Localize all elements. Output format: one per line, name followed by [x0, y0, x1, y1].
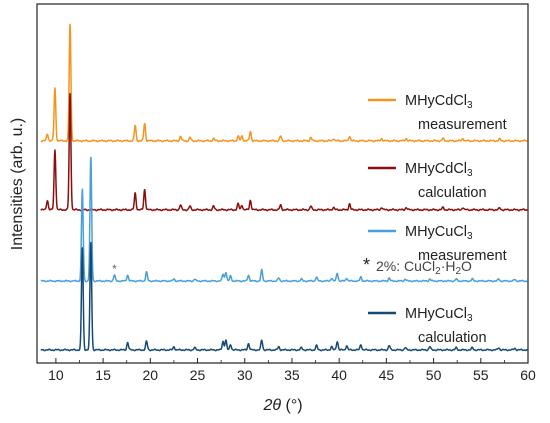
- x-tick-label: 55: [473, 367, 489, 383]
- plot-area: 10 15 20 25 30 35 40 45 50 55 60: [36, 3, 536, 383]
- series-line: [40, 241, 528, 352]
- legend-description: calculation: [418, 185, 487, 201]
- x-tick-label: 45: [379, 367, 395, 383]
- legend-compound: MHyCuCl3: [405, 306, 473, 324]
- x-tick-label: 60: [520, 367, 536, 383]
- impurity-peak-star: *: [112, 262, 117, 276]
- series-line: [40, 93, 528, 212]
- note-star: *: [363, 255, 370, 275]
- impurity-note: * 2%: CuCl2·H2O *: [112, 255, 472, 277]
- x-tick-label: 10: [48, 367, 64, 383]
- legend-description: measurement: [418, 117, 507, 133]
- series-layer: [40, 23, 528, 352]
- x-tick-label: 40: [331, 367, 347, 383]
- x-axis: 10 15 20 25 30 35 40 45 50 55 60: [48, 358, 536, 383]
- legend-compound: MHyCdCl3: [405, 93, 473, 111]
- x-tick-label: 20: [143, 367, 159, 383]
- y-axis-title: Intensities (arb. u.): [9, 118, 26, 251]
- plot-frame: [36, 3, 529, 364]
- x-tick-label: 50: [426, 367, 442, 383]
- legend-compound: MHyCuCl3: [405, 224, 473, 242]
- x-tick-label: 15: [95, 367, 111, 383]
- series-line: [40, 156, 528, 283]
- legend: MHyCdCl3 measurement MHyCdCl3 calculation MH…: [368, 93, 507, 346]
- series-line: [40, 23, 528, 143]
- x-tick-label: 30: [237, 367, 253, 383]
- x-axis-title: 2θ (°): [262, 397, 302, 414]
- x-tick-label: 25: [190, 367, 206, 383]
- legend-description: calculation: [418, 330, 487, 346]
- legend-description: measurement: [418, 248, 507, 264]
- x-tick-label: 35: [284, 367, 300, 383]
- note-text: 2%: CuCl2·H2O: [376, 258, 472, 277]
- legend-compound: MHyCdCl3: [405, 161, 473, 179]
